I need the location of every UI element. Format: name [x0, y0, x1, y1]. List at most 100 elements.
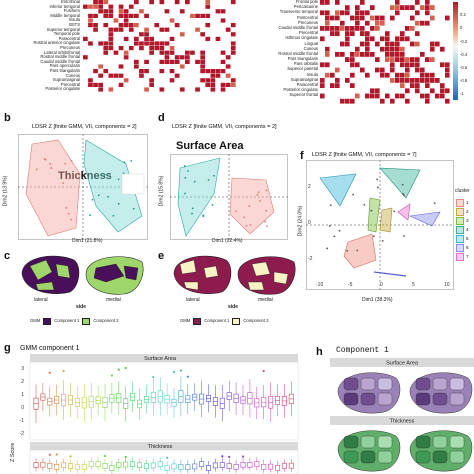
heatmap-cell	[103, 69, 109, 74]
heatmap-cell	[103, 13, 109, 18]
heatmap-cell	[200, 69, 205, 74]
heatmap-cell	[390, 67, 395, 73]
facet-strip-label: Surface Area	[386, 361, 419, 367]
data-point	[376, 178, 379, 181]
heatmap-cell	[400, 78, 405, 83]
brain-region	[343, 435, 359, 449]
boxplot-box	[33, 462, 39, 468]
scatter-thickness	[18, 134, 148, 240]
heatmap-cell	[179, 55, 185, 60]
heatmap-cell	[395, 41, 400, 47]
y-tick-label: 1	[21, 392, 24, 398]
panel-d-ylabel: Dim2 (15.8%)	[158, 175, 165, 207]
heatmap-cell	[360, 31, 365, 36]
heatmap-cell	[159, 27, 165, 32]
panel-b-title: Thickness	[58, 170, 112, 182]
legend-swatch	[456, 216, 464, 225]
heatmap-cell	[395, 10, 400, 16]
heatmap-cell	[325, 26, 330, 31]
heatmap-cell	[149, 78, 154, 83]
heatmap-cell	[400, 31, 405, 36]
panel-e-lateral: lateral	[186, 297, 200, 303]
panel-b-letter: b	[4, 112, 11, 124]
heatmap-cell	[330, 83, 335, 88]
heatmap-cell	[420, 72, 425, 78]
region-label: Cuneus	[303, 45, 318, 51]
data-point	[248, 205, 251, 207]
heatmap-cell	[215, 9, 221, 14]
heatmap-cell	[415, 57, 420, 62]
heatmap-cell	[420, 5, 425, 10]
heatmap-cell	[108, 41, 114, 46]
heatmap-cell	[98, 4, 103, 9]
heatmap-cell	[113, 73, 119, 78]
legend-label: 4	[466, 227, 469, 232]
heatmap-cell	[350, 26, 355, 31]
legend-swatch	[456, 252, 464, 261]
heatmap-cell	[210, 82, 216, 87]
heatmap-cell	[88, 13, 93, 18]
legend-label: 5	[466, 236, 469, 241]
heatmap-cell	[350, 15, 355, 21]
panel-e-legend: GMM Component 1 Component 2	[180, 318, 269, 325]
heatmap-cell	[335, 52, 340, 57]
heatmap-cell	[179, 64, 185, 69]
heatmap-cell	[385, 36, 390, 42]
heatmap-cell	[139, 9, 144, 14]
heatmap-cell	[205, 4, 211, 9]
heatmap-cell	[83, 4, 88, 9]
panel-f-letter: f	[300, 150, 304, 162]
cluster-hull	[25, 139, 81, 237]
brain-region	[432, 377, 448, 391]
heatmap-cell	[385, 31, 390, 36]
boxplot-box	[254, 461, 260, 468]
heatmap-cell	[174, 0, 180, 5]
heatmap-cell	[164, 59, 170, 64]
y-tick-label: 3	[21, 366, 24, 372]
data-point	[65, 207, 68, 209]
y-tick-label: -1	[20, 418, 25, 424]
boxplot-box	[192, 463, 198, 470]
panel-d-letter: d	[158, 112, 165, 124]
heatmap-cell	[108, 4, 114, 9]
heatmap-cell	[395, 0, 400, 5]
panel-b-xlabel: Dim1 (21.8%)	[72, 238, 103, 244]
data-point	[433, 202, 436, 205]
heatmap-cell	[400, 46, 405, 52]
data-point	[234, 210, 237, 213]
heatmap-cell	[149, 0, 154, 5]
heatmap-cell	[113, 27, 119, 32]
heatmap-cell	[390, 5, 395, 10]
data-point	[243, 216, 246, 219]
heatmap-cell	[149, 50, 154, 55]
heatmap-cell	[149, 82, 154, 87]
heatmap-cell	[405, 72, 410, 78]
heatmap-cell	[200, 50, 205, 55]
heatmap-cell	[325, 20, 330, 26]
cluster-hull	[343, 233, 377, 269]
legend-label: 2	[466, 209, 469, 214]
brain-region	[432, 450, 448, 464]
heatmap-cell	[220, 87, 226, 92]
heatmap-cell	[134, 13, 139, 18]
heatmap-cell	[370, 93, 375, 99]
heatmap-cell	[200, 78, 205, 83]
heatmap-cell	[134, 59, 139, 64]
heatmap-cell	[335, 31, 340, 36]
heatmap-cell	[88, 18, 93, 23]
outlier-point	[241, 455, 245, 458]
heatmap-cell	[355, 62, 360, 68]
heatmap-cell	[108, 36, 114, 41]
outlier-point	[172, 370, 176, 374]
heatmap-cell	[405, 36, 410, 42]
heatmap-cell	[350, 72, 355, 78]
outlier-point	[110, 374, 113, 377]
data-point	[257, 191, 260, 194]
heatmap-cell	[210, 73, 216, 78]
heatmap-cell	[220, 9, 226, 14]
data-point	[191, 212, 193, 215]
cluster-hull	[408, 211, 441, 227]
cluster-hull	[379, 167, 421, 199]
plot-frame	[306, 160, 454, 290]
heatmap-cell	[365, 20, 370, 26]
